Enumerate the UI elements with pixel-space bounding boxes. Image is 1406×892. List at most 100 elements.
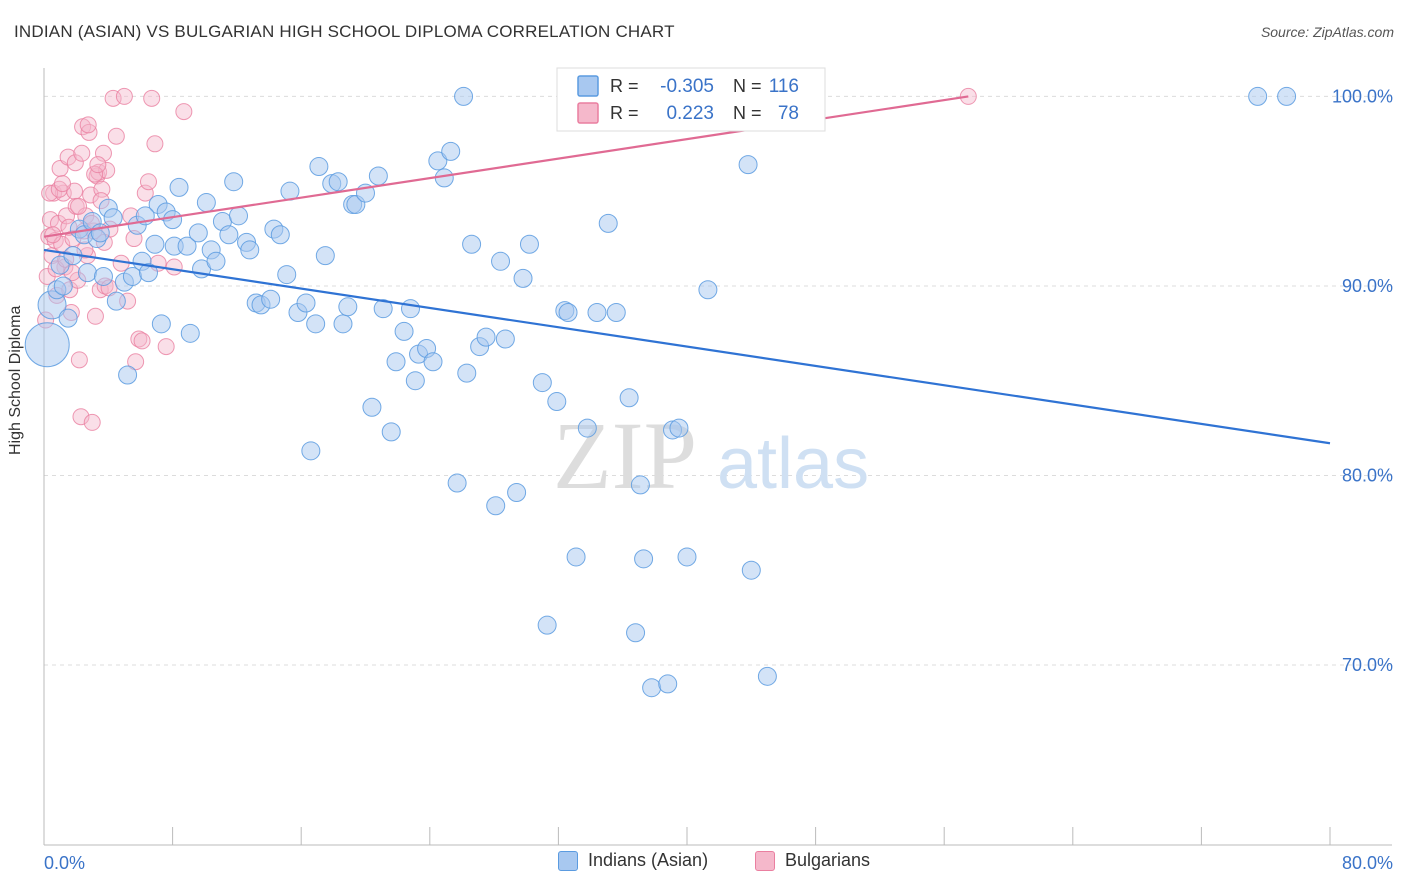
indians-point xyxy=(486,496,506,516)
bulgarians-point xyxy=(146,135,164,153)
indians-point xyxy=(1277,86,1297,106)
bulgarians-point xyxy=(175,103,193,121)
indians-point xyxy=(491,251,511,271)
indians-point xyxy=(196,193,216,213)
indians-point xyxy=(118,365,138,385)
indians-point xyxy=(507,483,527,503)
watermark: ZIP atlas xyxy=(553,402,869,509)
bulgarians-point xyxy=(79,116,97,134)
indians-point xyxy=(698,280,718,300)
legend-n-label: N = xyxy=(733,76,762,96)
indians-point xyxy=(462,234,482,254)
indians-point xyxy=(333,314,353,334)
indians-point xyxy=(328,172,348,192)
legend-r-label: R = xyxy=(610,76,639,96)
x-tick-label: 0.0% xyxy=(44,853,85,873)
legend-r-value: -0.305 xyxy=(660,76,714,97)
legend-n-label: N = xyxy=(733,103,762,123)
indians-point xyxy=(677,547,697,567)
bulgarians-point xyxy=(165,258,183,276)
x-tick-label: 80.0% xyxy=(1342,853,1393,873)
indians-point xyxy=(519,234,539,254)
indians-point xyxy=(577,418,597,438)
indians-point xyxy=(77,263,97,283)
indians-point xyxy=(441,141,461,161)
indians-point xyxy=(1248,86,1268,106)
indians-point xyxy=(277,265,297,285)
chart-title: INDIAN (ASIAN) VS BULGARIAN HIGH SCHOOL … xyxy=(14,22,675,41)
legend-item-bulgarians[interactable]: Bulgarians xyxy=(755,850,870,871)
indians-point xyxy=(642,678,662,698)
source-credit: Source: ZipAtlas.com xyxy=(1260,24,1394,40)
indians-point xyxy=(151,314,171,334)
indians-point xyxy=(270,225,290,245)
indians-point xyxy=(315,246,335,266)
bulgarians-point xyxy=(107,127,125,145)
bulgarians-point xyxy=(50,180,68,198)
bulgarians-point xyxy=(73,144,91,162)
indians-point xyxy=(532,373,552,393)
bulgarians-point xyxy=(86,165,104,183)
indians-point xyxy=(58,308,78,328)
indians-point xyxy=(558,302,578,322)
y-tick-label: 70.0% xyxy=(1342,655,1393,675)
legend-bottom: Indians (Asian) Bulgarians xyxy=(0,850,1406,880)
legend-r-label: R = xyxy=(610,103,639,123)
indians-point xyxy=(447,473,467,493)
indians-point xyxy=(138,263,158,283)
legend-label-indians: Indians (Asian) xyxy=(588,850,709,870)
legend-n-value: 78 xyxy=(778,103,799,124)
y-tick-label: 80.0% xyxy=(1342,465,1393,485)
legend-top: R = -0.305 N = 116 R = 0.223 N = 78 xyxy=(556,67,826,132)
bulgarians-point xyxy=(53,175,71,193)
indians-point xyxy=(626,623,646,643)
indians-point xyxy=(296,293,316,313)
indians-point xyxy=(368,166,388,186)
indians-point xyxy=(738,155,758,175)
bulgarians-point xyxy=(66,154,84,172)
bulgarians-point xyxy=(70,351,88,369)
indians-point xyxy=(206,251,226,271)
indians-point xyxy=(457,363,477,383)
indians-point xyxy=(180,323,200,343)
bulgarians-point xyxy=(139,173,157,191)
indians-point xyxy=(103,208,123,228)
legend-item-indians[interactable]: Indians (Asian) xyxy=(558,850,708,871)
indians-point xyxy=(386,352,406,372)
indians-point xyxy=(177,236,197,256)
indians-point xyxy=(219,225,239,245)
indians-point xyxy=(240,240,260,260)
indians-point xyxy=(423,352,443,372)
y-tick-label: 90.0% xyxy=(1342,276,1393,296)
indians-point xyxy=(106,291,126,311)
trend-lines xyxy=(43,95,1331,445)
indians-point xyxy=(513,268,533,288)
bulgarians-point xyxy=(157,338,175,356)
indians-point xyxy=(169,177,189,197)
bulgarians-point xyxy=(70,197,88,215)
bulgarians-point xyxy=(143,89,161,107)
bulgarians-point xyxy=(72,408,90,426)
legend-swatch-bulgarians xyxy=(755,850,775,871)
indians-point xyxy=(428,151,448,171)
indians-point xyxy=(476,327,496,347)
bulgarians-point xyxy=(83,413,101,431)
indians-point xyxy=(306,314,326,334)
bulgarians-point xyxy=(133,332,151,350)
indians-point xyxy=(93,266,113,286)
bulgarians-point xyxy=(89,156,107,174)
indians-point xyxy=(566,547,586,567)
indians-point xyxy=(598,213,618,233)
watermark-atlas: atlas xyxy=(717,424,869,504)
bulgarians-point xyxy=(130,330,148,348)
indians-point xyxy=(362,397,382,417)
indians-point xyxy=(145,234,165,254)
indians-point xyxy=(224,172,244,192)
indians-point xyxy=(757,666,777,686)
indians-point xyxy=(24,322,70,368)
indians-point xyxy=(301,441,321,461)
y-tick-label: 100.0% xyxy=(1332,86,1393,106)
indians-point xyxy=(394,321,414,341)
indians-point xyxy=(373,299,393,319)
